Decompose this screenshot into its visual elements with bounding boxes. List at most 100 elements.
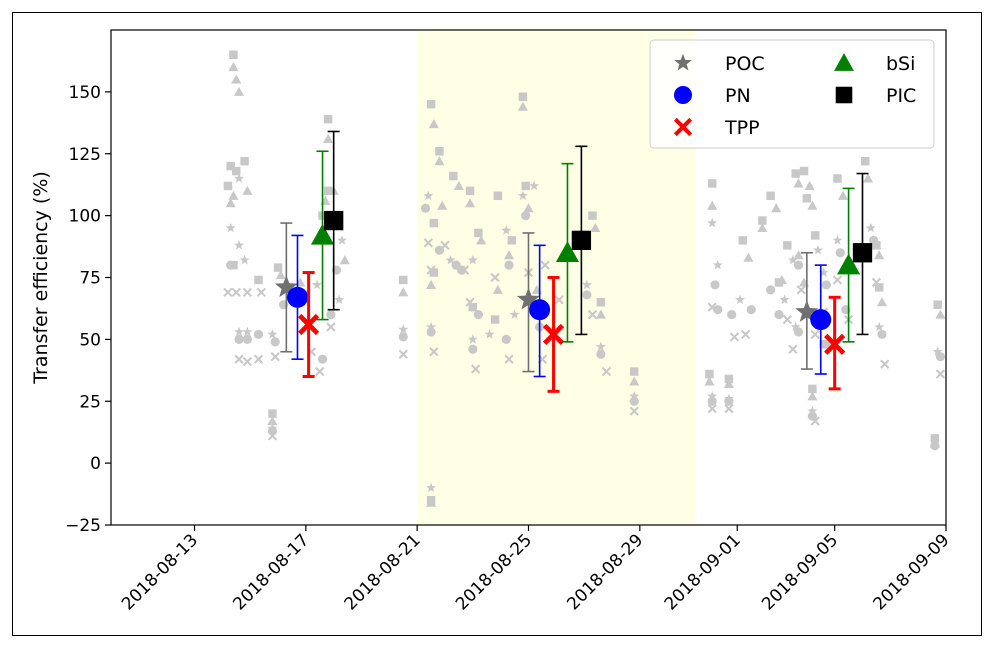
background-point — [821, 280, 831, 290]
background-point — [234, 240, 245, 250]
background-point — [766, 285, 776, 295]
background-point — [426, 321, 437, 332]
background-point — [437, 200, 448, 210]
background-point — [766, 191, 775, 201]
background-point — [581, 279, 592, 290]
legend-label-bsi: bSi — [886, 53, 915, 75]
background-point — [234, 334, 244, 344]
background-point — [398, 324, 409, 334]
background-point — [540, 260, 550, 270]
background-point — [865, 222, 876, 233]
y-tick-label: −25 — [65, 516, 101, 536]
background-point — [399, 275, 408, 285]
x-tick-label: 2018-09-05 — [758, 530, 842, 614]
background-point — [833, 174, 842, 183]
pic-marker — [324, 210, 344, 231]
x-tick-label: 2018-08-13 — [118, 530, 202, 614]
background-point — [729, 332, 740, 342]
legend-tpp-icon — [673, 117, 693, 137]
background-point — [596, 349, 606, 359]
background-point — [398, 349, 408, 359]
background-point — [707, 396, 717, 406]
background-point — [705, 369, 714, 379]
background-point — [810, 231, 820, 240]
background-point — [724, 396, 734, 406]
background-point — [582, 290, 592, 300]
bsi-marker — [837, 253, 861, 275]
background-point — [771, 203, 782, 213]
background-point — [808, 384, 817, 394]
y-axis-ticks: −25 0 25 50 75 100 125 150 — [65, 83, 111, 536]
background-point — [311, 279, 322, 290]
background-point — [490, 272, 500, 283]
background-point — [267, 415, 278, 426]
background-point — [242, 185, 253, 195]
background-point — [234, 354, 244, 364]
background-point — [793, 250, 804, 260]
background-point — [229, 260, 238, 270]
x-tick-label: 2018-09-09 — [870, 530, 954, 614]
background-point — [464, 198, 476, 208]
background-point — [793, 260, 804, 270]
background-point — [493, 191, 503, 201]
y-tick-label: 125 — [69, 145, 101, 165]
bsi-marker — [555, 241, 580, 262]
background-point — [713, 305, 723, 315]
background-point — [449, 171, 458, 181]
y-axis-label: Transfer efficiency (%) — [30, 171, 52, 385]
background-point — [423, 190, 434, 201]
y-tick-label: 75 — [79, 269, 101, 289]
background-point — [315, 366, 325, 377]
background-point — [457, 265, 467, 275]
background-point — [933, 300, 942, 309]
background-point — [791, 169, 800, 178]
background-point — [517, 190, 528, 201]
background-point — [588, 211, 597, 220]
background-point — [323, 114, 333, 124]
background-point — [426, 497, 437, 507]
background-point — [468, 344, 478, 354]
x-tick-label: 2018-09-01 — [661, 530, 745, 614]
background-point — [270, 352, 280, 362]
background-point — [738, 236, 748, 245]
background-point — [253, 329, 264, 340]
background-point — [832, 235, 843, 245]
background-point — [876, 297, 888, 307]
y-tick-label: 100 — [69, 207, 101, 227]
x-axis-ticks: 2018-08-13 2018-08-17 2018-08-21 2018-08-25… — [118, 525, 954, 614]
background-point — [445, 254, 456, 265]
background-point — [793, 178, 804, 188]
background-point — [818, 267, 829, 277]
background-point — [398, 287, 409, 297]
background-point — [796, 285, 806, 295]
background-point — [420, 203, 431, 213]
background-point — [629, 391, 640, 401]
pn-marker — [286, 286, 308, 308]
background-point — [707, 391, 718, 401]
background-point — [629, 406, 639, 416]
background-point — [484, 329, 495, 339]
background-point — [426, 327, 436, 337]
background-point — [476, 235, 487, 245]
background-point — [429, 218, 439, 228]
background-point — [804, 180, 815, 190]
poc-marker — [274, 275, 298, 298]
background-point — [799, 166, 809, 176]
background-point — [426, 482, 437, 493]
legend-label-pn: PN — [725, 85, 751, 107]
background-point — [707, 217, 718, 228]
background-point — [226, 161, 235, 171]
background-point — [228, 190, 239, 200]
pic-marker — [571, 230, 592, 251]
pn-marker — [529, 299, 551, 321]
poc-marker — [517, 287, 540, 310]
background-point — [268, 409, 277, 418]
background-point — [776, 274, 787, 285]
background-point — [793, 327, 804, 337]
background-point — [707, 404, 717, 414]
background-point — [746, 305, 756, 315]
tpp-marker — [298, 313, 320, 336]
background-point — [267, 329, 278, 339]
y-tick-label: 0 — [90, 454, 101, 474]
